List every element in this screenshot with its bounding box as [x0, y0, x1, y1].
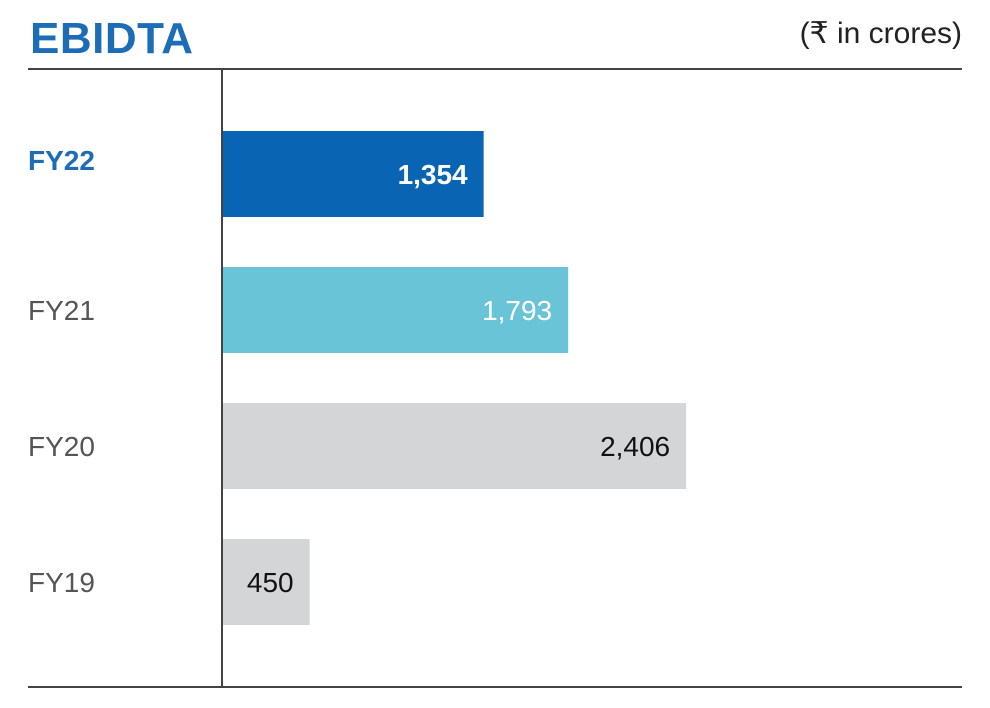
unit-label: (₹ in crores): [799, 17, 962, 50]
bar-fy21: [223, 267, 569, 353]
y-axis-line: [221, 69, 223, 688]
bottom-rule: [28, 686, 962, 688]
value-label-fy20: 2,406: [600, 431, 670, 462]
value-label-fy22: 1,354: [398, 159, 468, 190]
value-label-fy21: 1,793: [482, 295, 552, 326]
category-label-fy20: FY20: [28, 431, 95, 462]
bar-fy22: [223, 131, 484, 217]
bar-fy20: [223, 403, 687, 489]
category-label-fy22: FY22: [28, 145, 95, 176]
category-label-fy21: FY21: [28, 295, 95, 326]
chart-title: EBIDTA: [30, 14, 194, 63]
value-label-fy19: 450: [247, 567, 294, 598]
top-rule: [28, 68, 962, 70]
category-label-fy19: FY19: [28, 567, 95, 598]
bar-fy19: [223, 539, 310, 625]
